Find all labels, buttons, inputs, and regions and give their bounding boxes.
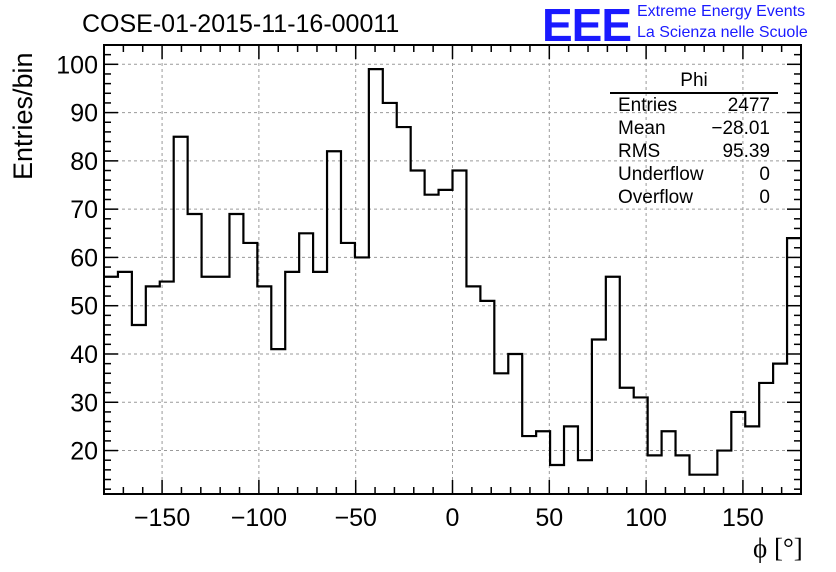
histogram-bin bbox=[188, 214, 202, 215]
x-tick-label: −100 bbox=[231, 504, 287, 532]
histogram-bin bbox=[453, 171, 467, 172]
stats-row-overflow: Overflow 0 bbox=[610, 186, 778, 209]
stats-label: Underflow bbox=[618, 164, 704, 185]
histogram-bin bbox=[411, 171, 425, 172]
histogram-bin bbox=[773, 364, 787, 365]
histogram-bin bbox=[243, 243, 257, 244]
histogram-bin bbox=[522, 436, 536, 437]
histogram-bin bbox=[606, 277, 620, 278]
histogram-bin bbox=[508, 354, 522, 355]
histogram-bin bbox=[550, 465, 564, 466]
stats-row-mean: Mean −28.01 bbox=[610, 117, 778, 140]
histogram-bin bbox=[216, 277, 230, 278]
histogram-bin bbox=[759, 383, 773, 384]
histogram-bin bbox=[257, 286, 271, 287]
y-tick-label: 100 bbox=[56, 51, 98, 79]
histogram-bin bbox=[118, 272, 132, 273]
histogram-bin bbox=[439, 190, 453, 191]
eee-logo: EEE bbox=[542, 0, 632, 51]
histogram-bin bbox=[341, 243, 355, 244]
y-tick-label: 60 bbox=[70, 244, 98, 272]
stats-value: 0 bbox=[759, 164, 770, 185]
histogram-series bbox=[104, 68, 801, 476]
y-tick-label: 30 bbox=[70, 389, 98, 417]
histogram-bin bbox=[285, 272, 299, 273]
stats-box: Phi Entries 2477 Mean −28.01 RMS 95.39 U… bbox=[610, 70, 778, 209]
stats-value: −28.01 bbox=[711, 118, 770, 139]
histogram-bin bbox=[146, 286, 160, 287]
x-tick-label: 0 bbox=[446, 504, 460, 532]
stats-label: Mean bbox=[618, 118, 666, 139]
histogram-bin bbox=[731, 412, 745, 413]
y-tick-label: 80 bbox=[70, 148, 98, 176]
histogram-bin bbox=[648, 455, 662, 456]
histogram-bin bbox=[369, 69, 383, 70]
histogram-bin bbox=[536, 431, 550, 432]
stats-value: 95.39 bbox=[722, 141, 770, 162]
histogram-bin bbox=[132, 325, 146, 326]
histogram-bin bbox=[397, 127, 411, 128]
y-tick-label: 50 bbox=[70, 293, 98, 321]
histogram-bin bbox=[564, 426, 578, 427]
stats-label: Entries bbox=[618, 95, 678, 116]
logo-line-1: Extreme Energy Events bbox=[637, 3, 806, 20]
histogram-bin bbox=[383, 103, 397, 104]
histogram-bin bbox=[689, 475, 703, 476]
x-tick-label: 150 bbox=[722, 504, 764, 532]
histogram-bin bbox=[592, 340, 606, 341]
histogram-bin bbox=[271, 349, 285, 350]
x-axis-label: ϕ [°] bbox=[753, 533, 803, 563]
x-tick-label: 50 bbox=[535, 504, 563, 532]
stats-value: 0 bbox=[759, 187, 770, 208]
histogram-bin bbox=[676, 455, 690, 456]
histogram-bin bbox=[174, 137, 188, 138]
histogram-bin bbox=[327, 151, 341, 152]
stats-row-rms: RMS 95.39 bbox=[610, 140, 778, 163]
y-tick-label: 40 bbox=[70, 341, 98, 369]
y-tick-label: 90 bbox=[70, 100, 98, 128]
logo-line-2: La Scienza nelle Scuole bbox=[637, 24, 808, 41]
histogram-bin bbox=[634, 397, 648, 398]
stats-title: Phi bbox=[610, 70, 778, 94]
chart-title: COSE-01-2015-11-16-00011 bbox=[82, 10, 400, 38]
histogram-bin bbox=[355, 257, 369, 258]
histogram-bin bbox=[202, 277, 216, 278]
stats-row-entries: Entries 2477 bbox=[610, 94, 778, 117]
stats-value: 2477 bbox=[727, 95, 770, 116]
x-tick-label: −50 bbox=[334, 504, 376, 532]
x-tick-label: −150 bbox=[134, 504, 190, 532]
y-tick-label: 70 bbox=[70, 196, 98, 224]
stats-label: RMS bbox=[618, 141, 661, 162]
y-axis-label: Entries/bin bbox=[8, 52, 38, 180]
y-tick-label: 20 bbox=[70, 438, 98, 466]
histogram-bin bbox=[494, 373, 508, 374]
histogram-bin bbox=[745, 426, 759, 427]
histogram-bin bbox=[620, 388, 634, 389]
histogram-bin bbox=[299, 233, 313, 234]
histogram-bin bbox=[703, 475, 717, 476]
stats-row-underflow: Underflow 0 bbox=[610, 163, 778, 186]
stats-label: Overflow bbox=[618, 187, 693, 208]
histogram-bin bbox=[717, 451, 731, 452]
histogram-bin bbox=[480, 301, 494, 302]
histogram-bin bbox=[313, 272, 327, 273]
histogram-bin bbox=[160, 282, 174, 283]
histogram-bin bbox=[425, 195, 439, 196]
histogram-bin bbox=[466, 286, 480, 287]
histogram-bin bbox=[229, 214, 243, 215]
x-tick-label: 100 bbox=[625, 504, 667, 532]
histogram-bin bbox=[578, 460, 592, 461]
histogram-bin bbox=[662, 431, 676, 432]
